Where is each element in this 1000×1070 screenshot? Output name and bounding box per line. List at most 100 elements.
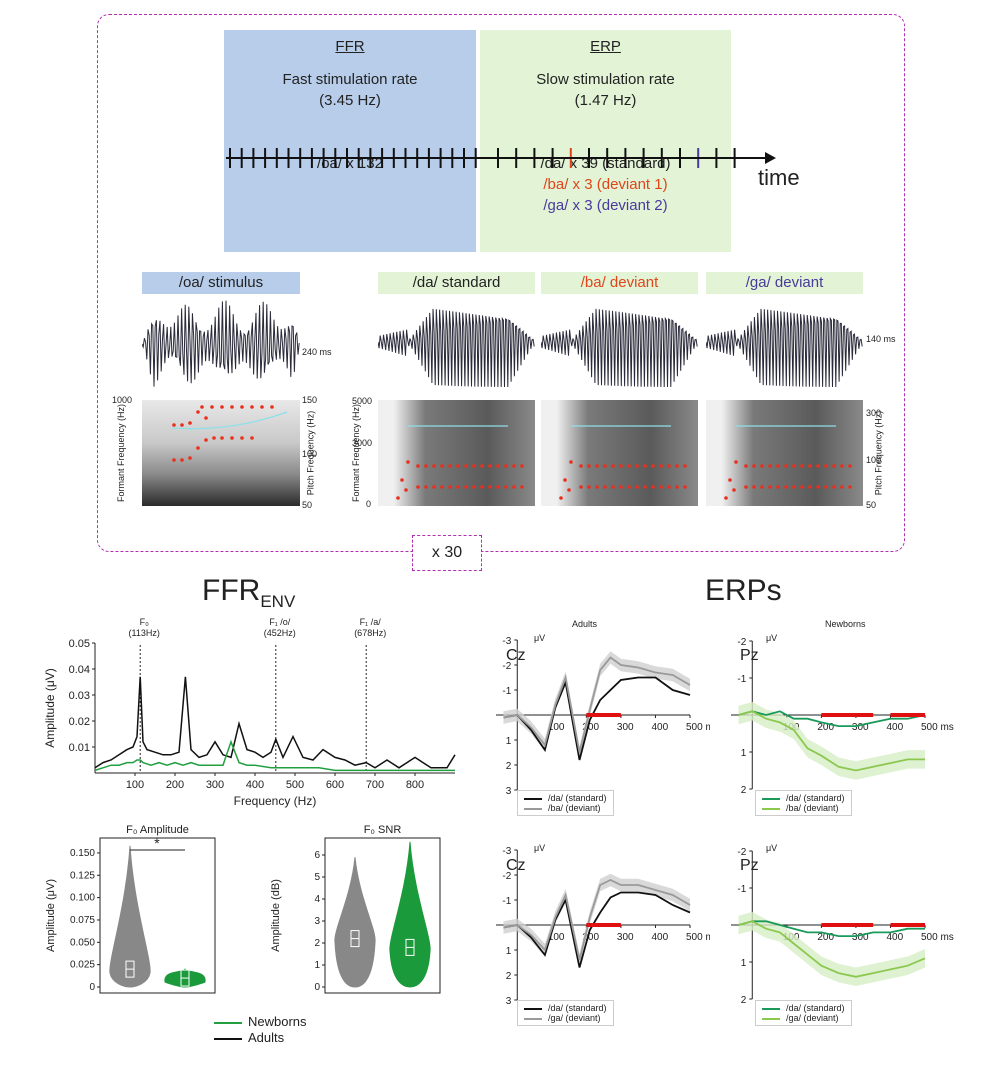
formant-dot xyxy=(611,464,615,468)
formant-dot xyxy=(732,488,736,492)
y-tick-label: 2 xyxy=(741,785,747,796)
formant-dot xyxy=(776,464,780,468)
erp-series xyxy=(738,920,925,937)
da-spectrogram xyxy=(378,400,535,506)
da-waveform xyxy=(378,308,535,388)
formant-dot xyxy=(520,485,524,489)
cv-formant-tick-0: 0 xyxy=(366,499,372,509)
legend-newborns: Newborns xyxy=(214,1014,307,1029)
formant-dot xyxy=(683,485,687,489)
formant-dot xyxy=(260,405,264,409)
x-tick-label: 200 xyxy=(582,932,599,943)
legend-adults-label: Adults xyxy=(248,1030,285,1045)
formant-dot xyxy=(768,464,772,468)
formant-dot xyxy=(619,485,623,489)
formant-dot xyxy=(595,485,599,489)
ga-spectrogram xyxy=(706,400,863,506)
erp-series xyxy=(738,710,926,727)
formant-dot xyxy=(240,405,244,409)
da-stimulus-panel: /da/ standard xyxy=(378,272,535,294)
formant-dot xyxy=(188,421,192,425)
ffr-count: /oa/ x 132 xyxy=(317,155,383,172)
significance-bar xyxy=(821,923,874,927)
y-tick-label: -2 xyxy=(502,661,511,672)
formant-dot xyxy=(196,446,200,450)
newborns-column-title: Newborns xyxy=(825,619,866,629)
legend-adults: Adults xyxy=(214,1030,284,1045)
x-tick-label: 300 xyxy=(206,779,224,791)
formant-dot xyxy=(627,485,631,489)
x-tick-label: 700 xyxy=(366,779,384,791)
formant-dot xyxy=(220,436,224,440)
formant-dot xyxy=(250,405,254,409)
y-axis-label: Amplitude (μV) xyxy=(45,879,57,952)
formant-dot xyxy=(416,464,420,468)
formant-dot xyxy=(848,464,852,468)
deviant-ci-band xyxy=(503,873,690,967)
erp2-electrode: Cz xyxy=(506,857,526,874)
formant-dot xyxy=(840,485,844,489)
formant-dot xyxy=(776,485,780,489)
formant-dot xyxy=(579,485,583,489)
erp-deviant1-count: /ba/ x 3 (deviant 1) xyxy=(543,176,668,193)
formant-dot xyxy=(472,464,476,468)
x-tick-label: 500 ms xyxy=(921,932,954,943)
y-tick-label: 0.125 xyxy=(70,870,95,881)
erp-series xyxy=(738,920,926,978)
formant-dot xyxy=(440,485,444,489)
ba-stimulus-panel: /ba/ deviant xyxy=(541,272,698,294)
y-axis-label: Amplitude (dB) xyxy=(270,879,282,952)
y-tick-label: 2 xyxy=(741,995,747,1006)
repeat-count-box: x 30 xyxy=(412,535,482,571)
x-tick-label: 500 ms xyxy=(921,722,954,733)
da-stimulus-title: /da/ standard xyxy=(378,272,535,294)
formant-dot xyxy=(567,488,571,492)
formant-dot xyxy=(464,464,468,468)
x-tick-label: 100 xyxy=(548,932,565,943)
marker-label: F₁ /o/ xyxy=(269,617,291,627)
formant-dot xyxy=(188,456,192,460)
formant-dot xyxy=(784,485,788,489)
x-axis-label: Frequency (Hz) xyxy=(234,794,317,808)
formant-dot xyxy=(619,464,623,468)
formant-dot xyxy=(432,485,436,489)
formant-dot xyxy=(659,485,663,489)
cv-pitch-tick-50: 50 xyxy=(866,500,877,510)
x-tick-label: 200 xyxy=(817,722,834,733)
x-tick-label: 400 xyxy=(886,722,903,733)
formant-dot xyxy=(635,485,639,489)
formant-dot xyxy=(559,496,563,500)
erp3-unit: μV xyxy=(766,843,778,853)
formant-dot xyxy=(734,460,738,464)
formant-dot xyxy=(512,485,516,489)
da-ga-duration: 140 ms xyxy=(866,334,896,344)
marker-label: F₁ /a/ xyxy=(360,617,382,627)
y-tick-label: 2 xyxy=(506,971,512,982)
x-tick-label: 800 xyxy=(406,779,424,791)
y-tick-label: 0.04 xyxy=(69,664,90,676)
formant-dot xyxy=(792,464,796,468)
formant-dot xyxy=(824,464,828,468)
oa-stimulus-panel: /oa/ stimulus xyxy=(142,272,300,294)
formant-dot xyxy=(496,485,500,489)
erp3-legend-std: /da/ (standard) xyxy=(762,1003,845,1013)
formant-dot xyxy=(752,464,756,468)
formant-dot xyxy=(504,464,508,468)
x-tick-label: 300 xyxy=(617,932,634,943)
y-tick-label: -1 xyxy=(502,686,511,697)
formant-dot xyxy=(204,416,208,420)
erp2-unit: μV xyxy=(534,843,546,853)
series-adults xyxy=(94,676,456,769)
ffr-rate-value: (3.45 Hz) xyxy=(319,92,381,109)
y-tick-label: 1 xyxy=(314,960,320,971)
erp-standard-count: /da/ x 39 (standard) xyxy=(540,155,671,172)
y-tick-label: 2 xyxy=(314,938,320,949)
erp-series xyxy=(503,891,691,968)
formant-dot xyxy=(488,485,492,489)
erp1-electrode: Pz xyxy=(740,647,759,664)
deviant-ci-band xyxy=(738,912,925,987)
formant-dot xyxy=(270,405,274,409)
y-tick-label: 0.075 xyxy=(70,915,95,926)
deviant-ci-band xyxy=(738,702,925,780)
formant-dot xyxy=(832,485,836,489)
